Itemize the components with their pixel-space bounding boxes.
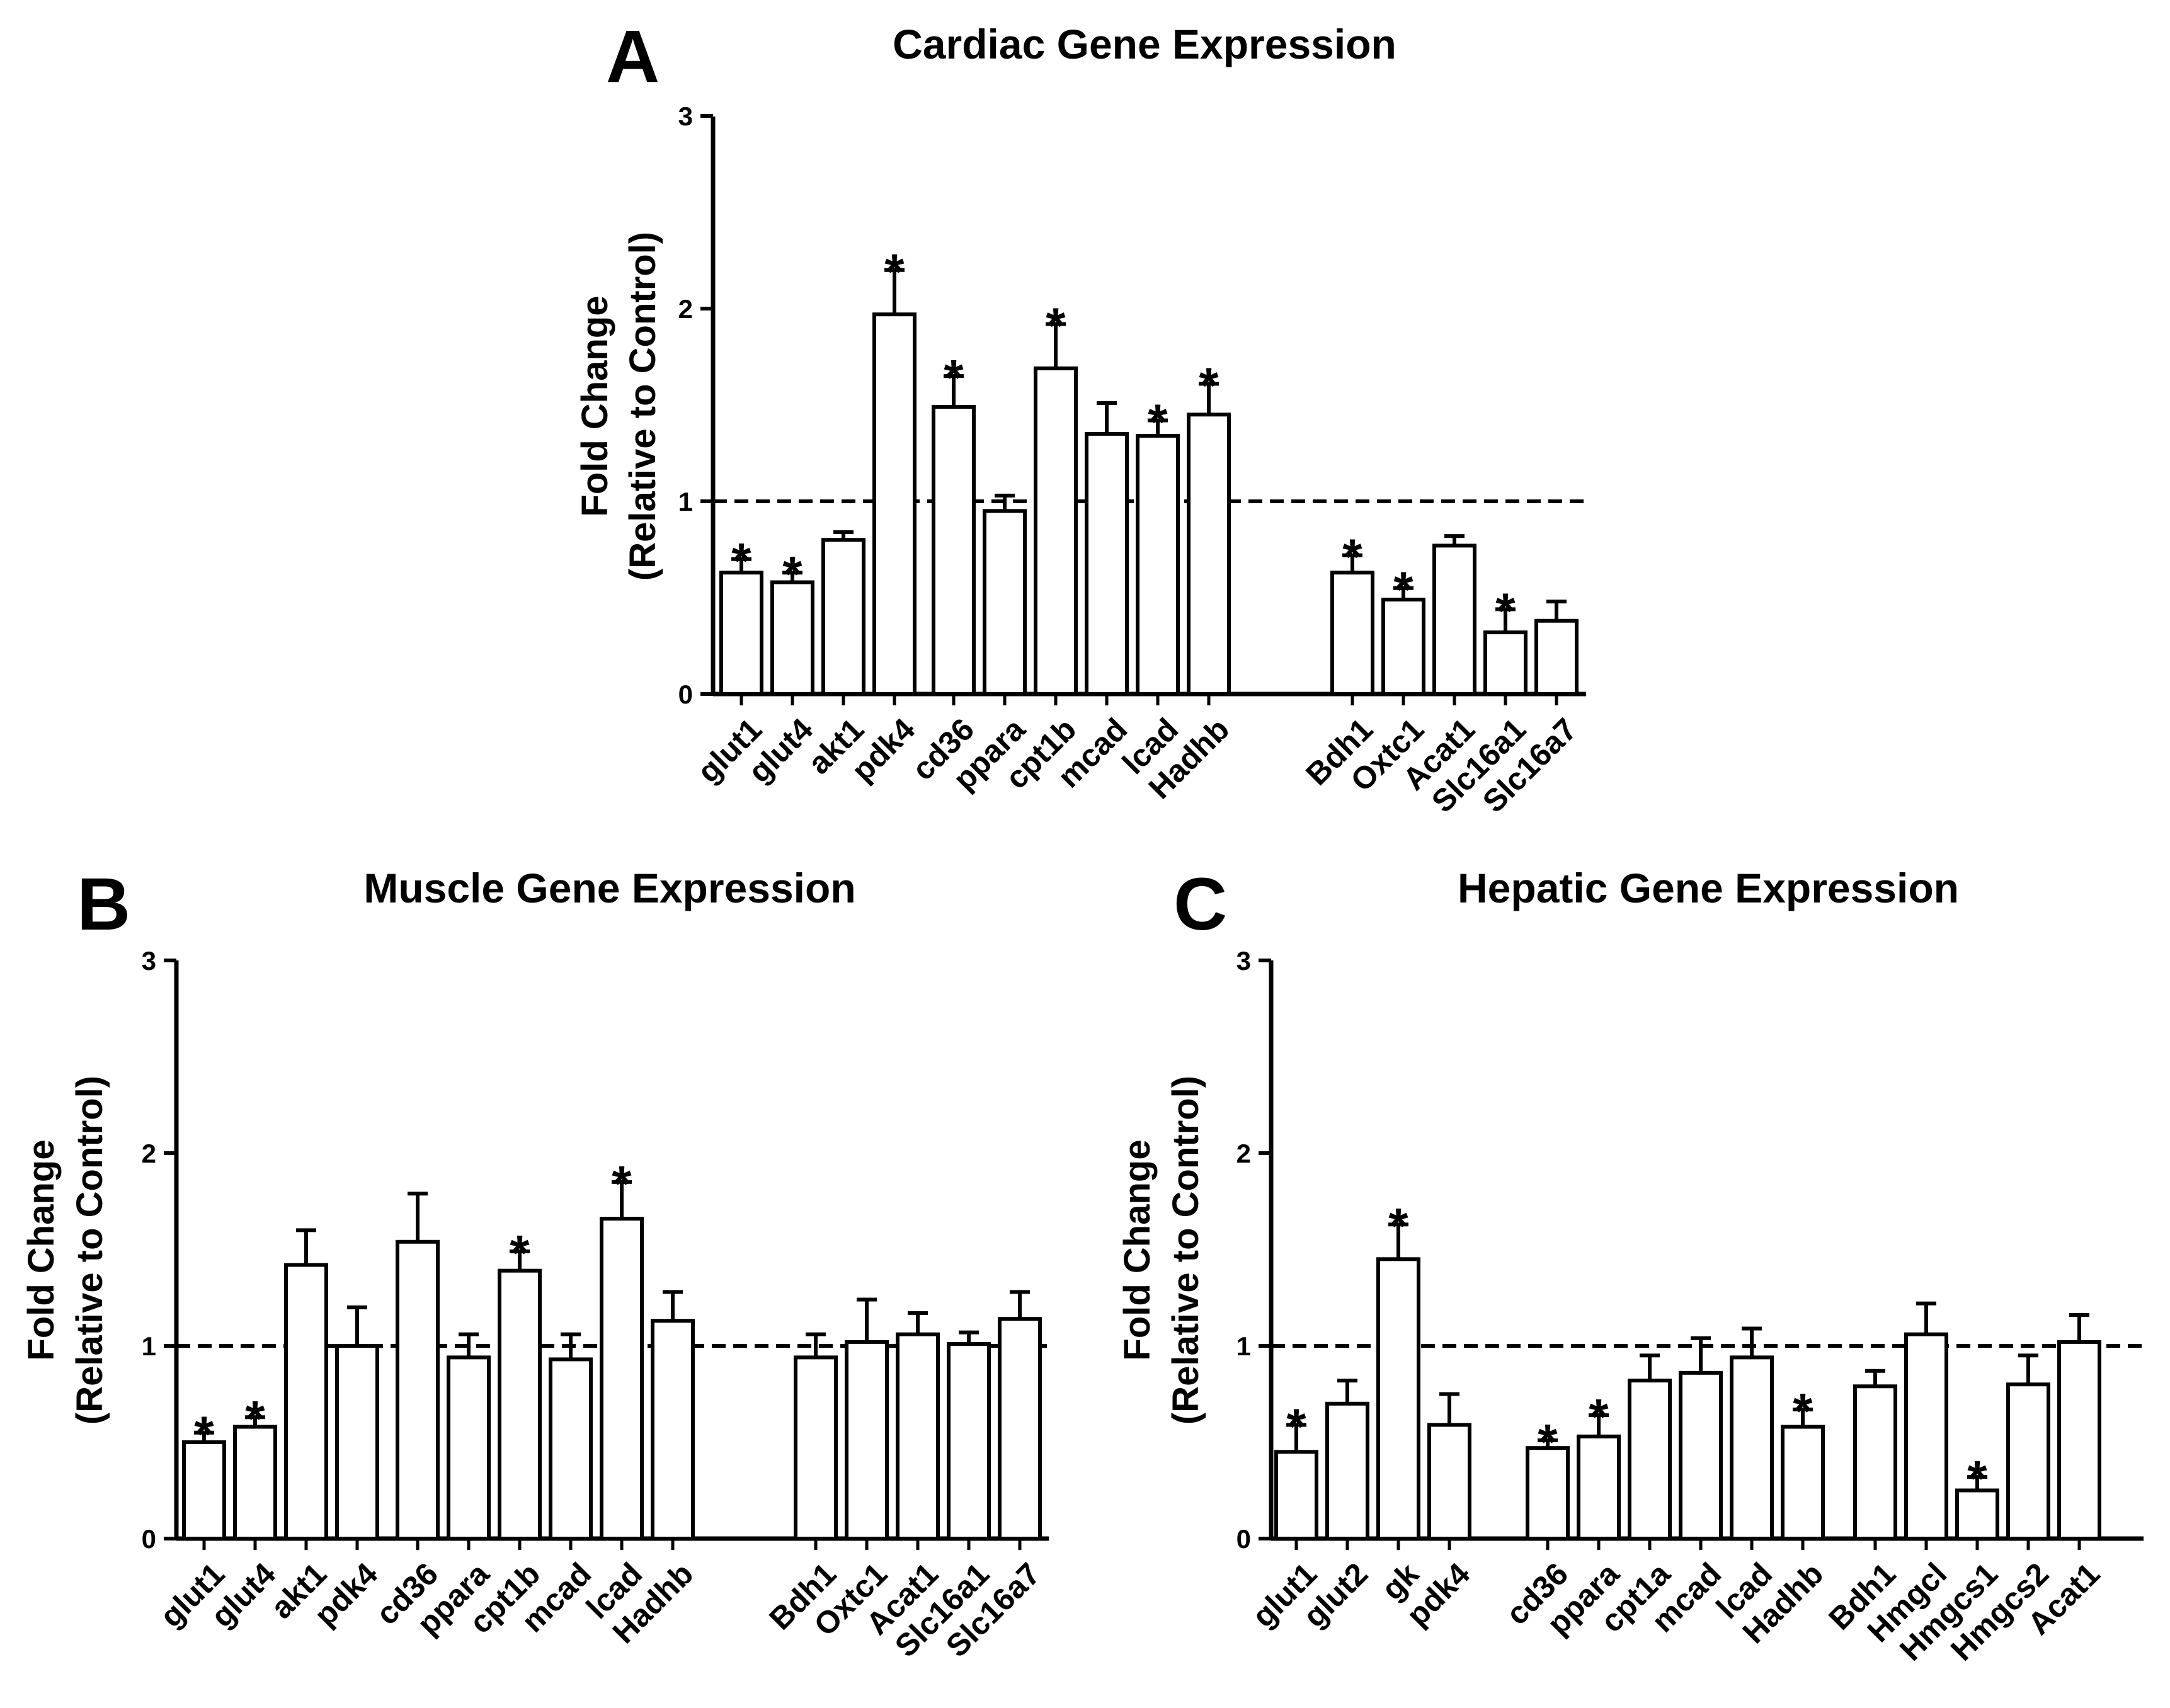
panel-a-significance-star-slc16a1: * [1495,583,1516,639]
panel-c-y-tick-label-0: 0 [1236,1524,1251,1554]
panel-b-significance-star-glut1: * [194,1406,214,1462]
panel-b-bar-mcad [549,1357,593,1540]
panel-c-bar-cpt1a [1628,1379,1672,1541]
panel-a-bar-acat1 [1432,544,1476,696]
panel-b-y-tick-label-2: 2 [142,1139,156,1168]
panel-c-bar-hmgcl [1904,1332,1948,1540]
panel-c-significance-star-hadhb: * [1793,1383,1813,1439]
panel-b-bar-bdh1 [794,1355,838,1541]
panel-a-title: Cardiac Gene Expression [893,21,1396,67]
panel-a: A Cardiac Gene Expression Fold Change (R… [574,15,1586,819]
panel-b-bar-cpt1b [498,1268,542,1541]
panel-a-bar-pdk4 [872,312,917,696]
panel-c-bar-glut1 [1274,1450,1318,1541]
panel-c-bar-hadhb [1781,1425,1825,1541]
panel-b: B Muscle Gene Expression Fold Change (Re… [21,863,1049,1664]
panel-a-bar-ppara [983,509,1027,696]
panel-c-significance-star-cd36: * [1538,1414,1558,1470]
panel-c-bar-bdh1 [1853,1384,1897,1541]
panel-b-bar-slc16a1 [947,1341,991,1540]
panel-c-y-tick-label-3: 3 [1236,946,1251,976]
panel-b-y-label-line2: (Relative to Control) [69,1076,110,1425]
panel-b-bar-slc16a7 [998,1317,1042,1540]
panel-a-y-label-line2: (Relative to Control) [622,232,663,581]
panel-b-y-axis-label: Fold Change (Relative to Control) [21,1076,110,1425]
panel-b-y-axis: 0 1 2 3 [142,946,179,1554]
panel-b-bar-cd36 [396,1239,440,1540]
panel-b-significance-star-glut4: * [245,1391,265,1447]
panel-a-bar-glut1 [719,571,763,696]
panel-b-bar-hadhb [651,1319,695,1540]
panel-a-bar-slc16a1 [1483,630,1528,697]
panel-c-y-tick-label-1: 1 [1236,1331,1251,1361]
panel-a-y-tick-label-1: 1 [678,487,693,516]
panel-a-significance-star-bdh1: * [1342,529,1362,585]
panel-c-bar-hmgcs2 [2006,1382,2050,1540]
panel-b-marks: *glut1*glut4akt1pdk4cd36ppara*cpt1bmcad*… [153,1156,1049,1664]
panel-c-bar-acat1 [2057,1340,2101,1540]
panel-b-y-tick-label-3: 3 [142,946,156,976]
panel-c-y-label-line2: (Relative to Control) [1165,1076,1206,1425]
panel-a-significance-star-hadhb: * [1199,357,1219,413]
panel-c-significance-star-glut1: * [1286,1398,1306,1454]
panel-a-bar-slc16a7 [1534,618,1579,696]
panel-c-y-tick-label-2: 2 [1236,1139,1251,1168]
panel-a-letter: A [606,15,660,98]
panel-a-significance-star-glut4: * [782,546,802,602]
panel-c: C Hepatic Gene Expression Fold Change (R… [1117,863,2144,1668]
panel-a-y-tick-label-0: 0 [678,680,693,709]
panel-a-bar-mcad [1085,431,1129,697]
panel-c-bar-gk [1376,1257,1420,1541]
panel-a-bar-cd36 [932,405,976,696]
panel-b-bar-lcad [600,1217,644,1541]
panel-a-significance-star-cpt1b: * [1046,297,1066,353]
panel-a-marks: *glut1*glut4akt1*pdk4*cd36ppara*cpt1bmca… [690,244,1586,819]
panel-b-bar-pdk4 [335,1344,379,1540]
panel-b-bar-akt1 [284,1263,328,1540]
panel-b-title: Muscle Gene Expression [363,865,855,911]
panel-a-bar-hadhb [1187,413,1231,696]
panel-a-bar-cpt1b [1034,366,1078,696]
panel-a-significance-star-glut1: * [731,533,751,589]
panel-b-y-tick-label-1: 1 [142,1331,156,1361]
panel-c-significance-star-ppara: * [1589,1389,1609,1445]
panel-a-bar-akt1 [821,538,865,697]
panel-c-marks: *glut1glut2*gkpdk4*cd36*pparacpt1amcadlc… [1245,1198,2144,1668]
panel-c-significance-star-hmgcs1: * [1967,1450,1987,1506]
panel-a-y-axis: 0 1 2 3 [678,101,716,709]
panel-b-y-label-line1: Fold Change [21,1139,62,1360]
panel-c-bar-ppara [1577,1434,1621,1541]
panel-c-letter: C [1174,863,1227,946]
panel-b-y-tick-label-0: 0 [142,1524,156,1554]
panel-a-bar-bdh1 [1330,571,1374,696]
panel-a-y-tick-label-2: 2 [678,294,693,324]
panel-c-y-axis: 0 1 2 3 [1236,946,1274,1554]
panel-a-significance-star-lcad: * [1148,394,1168,450]
panel-a-bar-lcad [1136,433,1180,697]
panel-c-bar-mcad [1679,1370,1723,1541]
panel-c-y-label-line1: Fold Change [1117,1139,1158,1360]
panel-b-significance-star-lcad: * [612,1156,632,1212]
panel-c-y-axis-label: Fold Change (Relative to Control) [1117,1076,1206,1425]
panel-c-bar-pdk4 [1427,1423,1471,1540]
panel-a-y-axis-label: Fold Change (Relative to Control) [574,232,663,581]
panel-b-significance-star-cpt1b: * [510,1225,530,1281]
panel-a-significance-star-oxtc1: * [1393,562,1413,618]
panel-c-significance-star-gk: * [1388,1198,1408,1254]
panel-c-title: Hepatic Gene Expression [1458,865,1959,911]
panel-a-y-tick-label-3: 3 [678,101,693,131]
panel-a-y-label-line1: Fold Change [574,295,615,516]
panel-a-significance-star-cd36: * [944,350,964,406]
panel-a-significance-star-pdk4: * [884,244,905,300]
panel-b-bar-ppara [447,1355,491,1541]
panel-b-bar-oxtc1 [845,1340,889,1540]
panel-b-bar-acat1 [896,1332,940,1540]
panel-c-bar-glut2 [1325,1401,1369,1541]
panel-b-letter: B [77,863,130,946]
panel-c-bar-lcad [1730,1355,1774,1541]
